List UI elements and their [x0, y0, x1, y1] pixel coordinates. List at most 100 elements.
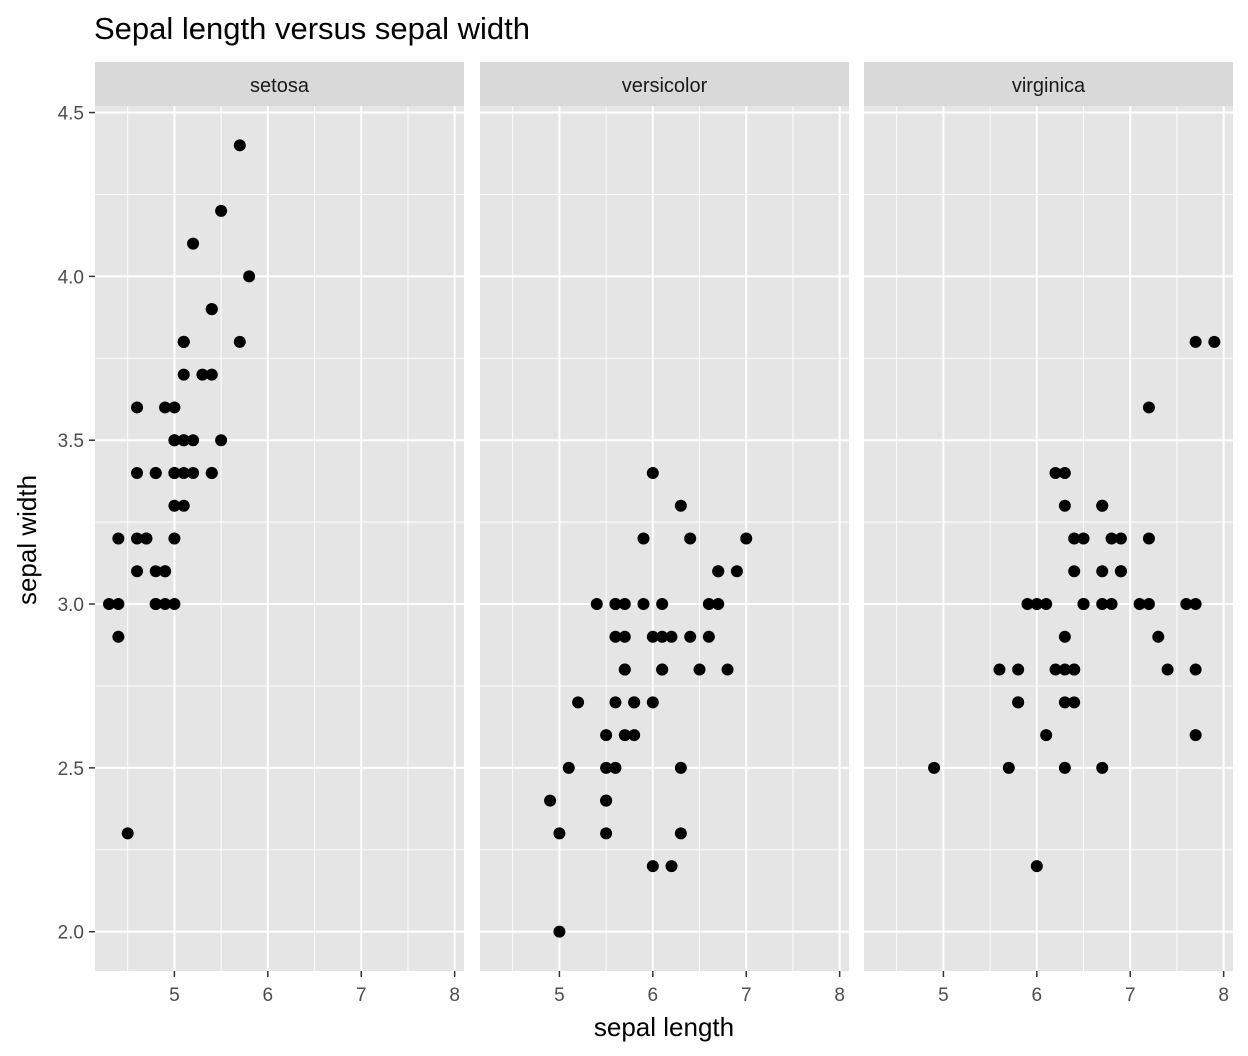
- data-point: [177, 499, 190, 512]
- data-point: [656, 630, 669, 643]
- data-point: [131, 466, 144, 479]
- data-point: [1077, 532, 1090, 545]
- facet-strip: [480, 62, 849, 106]
- data-point: [233, 139, 246, 152]
- data-point: [674, 761, 687, 774]
- data-point: [187, 466, 200, 479]
- data-point: [1068, 696, 1081, 709]
- data-point: [168, 466, 181, 479]
- data-point: [159, 401, 172, 414]
- data-point: [1208, 335, 1221, 348]
- facet-strip-label: virginica: [1012, 75, 1086, 97]
- chart-title: Sepal length versus sepal width: [94, 11, 530, 46]
- data-point: [140, 532, 153, 545]
- y-tick-label: 4.0: [58, 267, 84, 288]
- data-point: [646, 466, 659, 479]
- data-point: [1012, 663, 1025, 676]
- data-point: [665, 630, 678, 643]
- x-tick-label: 7: [1125, 985, 1136, 1006]
- data-point: [1189, 663, 1202, 676]
- data-point: [168, 499, 181, 512]
- y-tick-label: 2.0: [58, 923, 84, 944]
- data-point: [168, 598, 181, 611]
- data-point: [1068, 663, 1081, 676]
- data-point: [159, 565, 172, 578]
- data-point: [618, 663, 631, 676]
- data-point: [168, 401, 181, 414]
- data-point: [628, 696, 641, 709]
- data-point: [609, 696, 622, 709]
- data-point: [112, 532, 125, 545]
- data-point: [1105, 598, 1118, 611]
- data-point: [1058, 663, 1071, 676]
- data-point: [656, 598, 669, 611]
- panel-background: [864, 106, 1233, 971]
- data-point: [730, 565, 743, 578]
- facet-panels: setosa 5 6 7 8 versicolor 5 6 7 8 virginica 5 6 7 8: [95, 62, 1233, 1006]
- data-point: [196, 368, 209, 381]
- data-point: [1049, 663, 1062, 676]
- data-points: [544, 466, 753, 938]
- data-point: [637, 532, 650, 545]
- data-point: [1002, 761, 1015, 774]
- data-point: [1021, 598, 1034, 611]
- data-point: [646, 860, 659, 873]
- x-tick-label: 6: [648, 985, 659, 1006]
- data-point: [177, 434, 190, 447]
- data-point: [1105, 532, 1118, 545]
- data-point: [1049, 466, 1062, 479]
- data-point: [243, 270, 256, 283]
- data-point: [684, 532, 697, 545]
- x-tick-label: 7: [741, 985, 752, 1006]
- data-point: [572, 696, 585, 709]
- facet-strip-label: setosa: [250, 75, 310, 97]
- data-point: [149, 466, 162, 479]
- data-point: [740, 532, 753, 545]
- y-tick-label: 3.0: [58, 595, 84, 616]
- data-point: [702, 598, 715, 611]
- y-tick-label: 4.5: [58, 104, 84, 125]
- data-point: [628, 729, 641, 742]
- data-points: [103, 139, 256, 840]
- data-point: [1180, 598, 1193, 611]
- data-point: [1114, 532, 1127, 545]
- data-point: [656, 663, 669, 676]
- data-point: [131, 565, 144, 578]
- data-point: [1189, 729, 1202, 742]
- data-point: [1068, 532, 1081, 545]
- data-point: [1096, 761, 1109, 774]
- data-point: [609, 598, 622, 611]
- x-tick-label: 6: [263, 985, 274, 1006]
- data-point: [590, 598, 603, 611]
- data-point: [693, 663, 706, 676]
- data-point: [993, 663, 1006, 676]
- data-point: [177, 466, 190, 479]
- data-point: [702, 630, 715, 643]
- data-point: [1189, 598, 1202, 611]
- data-point: [187, 237, 200, 250]
- data-point: [1189, 335, 1202, 348]
- x-tick-label: 5: [554, 985, 565, 1006]
- data-point: [637, 598, 650, 611]
- data-point: [1142, 401, 1155, 414]
- data-point: [233, 335, 246, 348]
- data-point: [562, 761, 575, 774]
- data-point: [1152, 630, 1165, 643]
- data-point: [646, 630, 659, 643]
- facet-strip-label: versicolor: [622, 75, 708, 97]
- x-tick-label: 7: [356, 985, 367, 1006]
- data-point: [721, 663, 734, 676]
- data-point: [600, 761, 613, 774]
- data-point: [1077, 598, 1090, 611]
- data-point: [112, 598, 125, 611]
- panel-background: [95, 106, 464, 971]
- data-point: [1040, 729, 1053, 742]
- y-tick-label: 2.5: [58, 759, 84, 780]
- data-point: [1058, 630, 1071, 643]
- data-point: [103, 598, 116, 611]
- facet-panel-versicolor: versicolor 5 6 7 8: [480, 62, 849, 1006]
- data-point: [168, 532, 181, 545]
- data-point: [177, 335, 190, 348]
- data-point: [187, 434, 200, 447]
